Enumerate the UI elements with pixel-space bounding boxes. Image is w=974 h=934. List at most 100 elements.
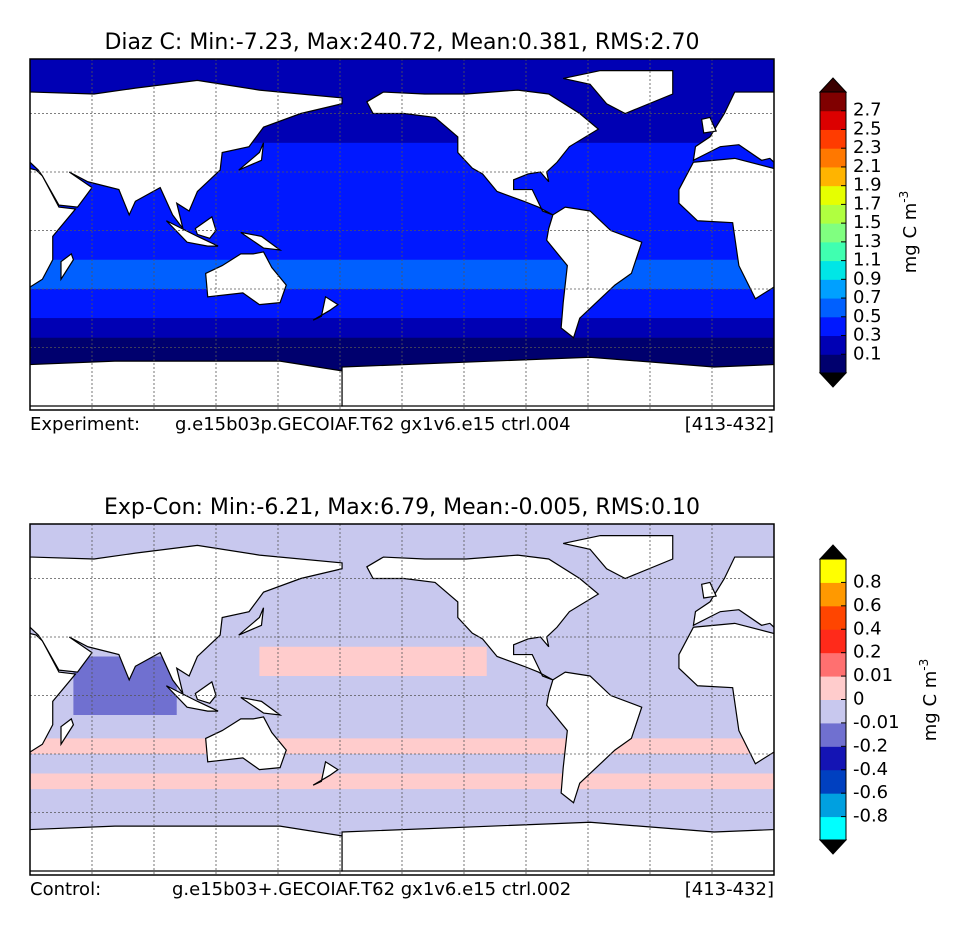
color-bin — [820, 335, 846, 355]
ocean-band — [259, 646, 487, 676]
unit-exponent: -3 — [917, 659, 931, 671]
land — [205, 251, 287, 306]
colorbar-tick-label: 0.8 — [853, 571, 882, 592]
color-bin — [820, 354, 846, 374]
colorbar-tick-label: -0.01 — [853, 712, 900, 733]
colorbar-extend — [818, 839, 848, 855]
land — [546, 206, 643, 339]
panel-title: Diaz C: Min:-7.23, Max:240.72, Mean:0.38… — [104, 30, 699, 55]
colorbar-tick-label: 0.5 — [853, 306, 882, 327]
colorbar-extend — [818, 372, 848, 388]
land — [678, 622, 774, 765]
colorbar-tick-label: -0.4 — [853, 759, 888, 780]
land — [30, 544, 343, 694]
land — [366, 554, 600, 681]
color-bin — [820, 629, 846, 654]
colorbar-tick-label: 2.3 — [853, 137, 882, 158]
land — [30, 825, 343, 872]
land — [546, 671, 643, 804]
color-bin — [820, 722, 846, 747]
footer-case: g.e15b03+.GECOIAF.T62 gx1v6.e15 ctrl.002 — [172, 879, 571, 900]
color-bin — [820, 129, 846, 149]
footer-range: [413-432] — [685, 879, 774, 900]
land — [366, 89, 600, 216]
colorbar-tick-label: 0.01 — [853, 665, 893, 686]
colorbar-extend — [818, 544, 848, 560]
colorbar-tick-label: 1.7 — [853, 193, 882, 214]
color-bin — [820, 769, 846, 794]
color-bin — [820, 241, 846, 262]
land — [205, 716, 287, 771]
colorbar-tick-label: 0.1 — [853, 343, 882, 364]
land — [60, 717, 75, 747]
land — [194, 215, 217, 239]
color-bin — [820, 699, 846, 724]
land — [341, 821, 774, 872]
color-bin — [820, 279, 846, 299]
color-bin — [820, 204, 846, 224]
land — [563, 535, 674, 580]
color-bin — [820, 110, 846, 130]
colorbar-frame — [819, 91, 847, 374]
color-bin — [820, 582, 846, 607]
land — [240, 231, 283, 251]
colorbar-tick-label: 2.5 — [853, 118, 882, 139]
color-bin — [820, 260, 846, 280]
colorbar-unit: mg C m-3 — [897, 191, 921, 273]
land — [30, 79, 343, 229]
map-frame — [29, 58, 775, 411]
color-bin — [820, 605, 846, 630]
land — [805, 254, 817, 279]
colorbar-tick-label: 0.3 — [853, 325, 882, 346]
map-frame — [29, 523, 775, 876]
land — [950, 252, 974, 305]
land — [238, 607, 265, 636]
land — [312, 295, 340, 321]
land — [678, 157, 774, 300]
land — [939, 217, 960, 238]
land — [194, 680, 217, 704]
colorbar-tick-label: 1.5 — [853, 212, 882, 233]
colorbar-tick-label: 0 — [853, 689, 864, 710]
color-bin — [820, 559, 846, 583]
footer-case: g.e15b03p.GECOIAF.T62 gx1v6.e15 ctrl.004 — [175, 414, 571, 435]
land — [30, 632, 77, 753]
unit-exponent: -3 — [897, 191, 911, 203]
land — [30, 167, 77, 288]
colorbar-tick-label: -0.2 — [853, 735, 888, 756]
colorbar-tick-label: 2.7 — [853, 100, 882, 121]
colorbar-tick-label: -0.6 — [853, 782, 888, 803]
unit-text: mg C m — [900, 203, 921, 274]
colorbar-unit: mg C m-3 — [917, 659, 941, 741]
colorbar-tick-label: 0.2 — [853, 642, 882, 663]
land — [563, 70, 674, 115]
land — [312, 760, 340, 786]
land — [60, 252, 75, 282]
footer-range: [413-432] — [685, 414, 774, 435]
map — [30, 524, 774, 875]
color-bin — [820, 92, 846, 112]
panel-title: Exp-Con: Min:-6.21, Max:6.79, Mean:-0.00… — [104, 495, 700, 520]
land — [165, 685, 219, 712]
colorbar-extend — [818, 77, 848, 93]
land — [341, 356, 774, 407]
colorbar-tick-label: 1.3 — [853, 231, 882, 252]
colorbar-tick-label: 0.6 — [853, 595, 882, 616]
colorbar-tick-label: 0.4 — [853, 618, 882, 639]
color-bin — [820, 166, 846, 187]
colorbar-tick-label: -0.8 — [853, 806, 888, 827]
color-bin — [820, 148, 846, 168]
color-bin — [820, 793, 846, 818]
color-bin — [820, 316, 846, 337]
land — [240, 696, 283, 716]
colorbar-tick-label: 2.1 — [853, 156, 882, 177]
color-bin — [820, 223, 846, 243]
colorbar-tick-label: 1.1 — [853, 250, 882, 271]
color-bin — [820, 816, 846, 841]
footer-label: Control: — [30, 879, 101, 900]
land — [165, 220, 219, 247]
colorbar-tick-label: 0.9 — [853, 268, 882, 289]
color-bin — [820, 746, 846, 771]
colorbar-tick-label: 1.9 — [853, 175, 882, 196]
land — [30, 360, 343, 407]
